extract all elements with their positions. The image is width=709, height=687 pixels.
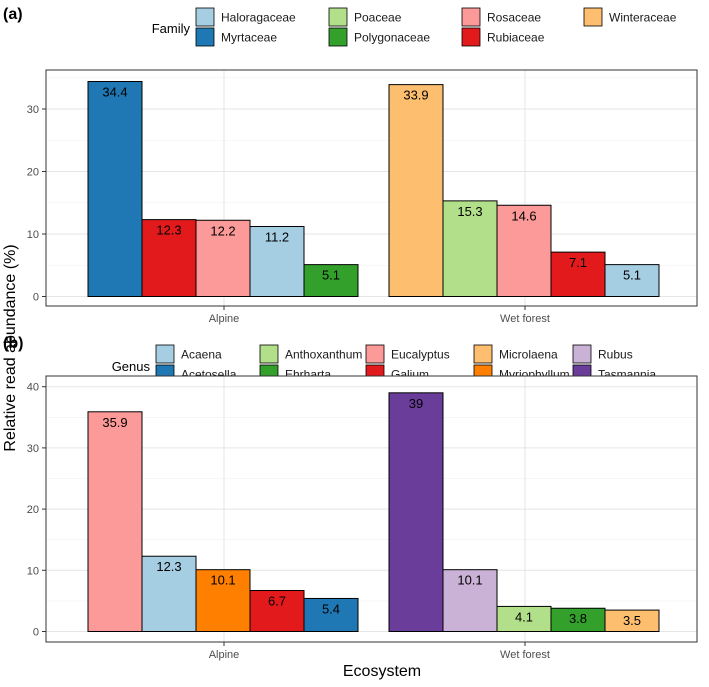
bar-value-label: 5.1 [623, 268, 641, 283]
legend-key [155, 344, 175, 364]
legend-label: Polygonaceae [354, 31, 430, 45]
bar-value-label: 12.3 [156, 223, 181, 238]
legend-key [572, 344, 592, 364]
x-axis-title: Ecosystem [343, 663, 421, 680]
y-tick-label: 30 [27, 104, 39, 116]
bar [388, 84, 444, 297]
legend-key [473, 344, 493, 364]
y-tick-label: 20 [27, 167, 39, 179]
bar-value-label: 34.4 [102, 85, 127, 100]
legend-key [259, 344, 279, 364]
legend-label: Microlaena [499, 348, 558, 362]
y-tick-label: 40 [27, 382, 39, 394]
bar [249, 226, 305, 297]
bar-value-label: 12.2 [210, 223, 235, 238]
bar [249, 589, 305, 632]
bar [141, 219, 197, 297]
bar-value-label: 14.6 [511, 208, 536, 223]
chart-panel-0: (a) Family Haloragaceae Myrtaceae Poaceae Pol… [3, 6, 698, 325]
bar-value-label: 11.2 [265, 230, 289, 245]
legend-label: Poaceae [354, 11, 402, 25]
y-axis-title: Relative read abundance (%) [2, 244, 19, 451]
legend-key [461, 7, 481, 27]
x-category-label: Alpine [209, 649, 240, 661]
plot-border [45, 375, 698, 643]
y-tick-label: 10 [27, 565, 39, 577]
legend-title: Family [152, 21, 191, 36]
bar [388, 392, 444, 632]
bar-value-label: 12.3 [156, 559, 181, 574]
bar-value-label: 5.1 [322, 268, 340, 283]
legend-key [195, 27, 215, 47]
bar [496, 204, 552, 297]
bar-value-label: 3.8 [569, 611, 587, 626]
bar-value-label: 10.1 [210, 573, 235, 588]
bar [442, 569, 498, 632]
legend-label: Rubus [598, 348, 633, 362]
legend-key [365, 344, 385, 364]
bar [303, 597, 359, 633]
legend-key [461, 27, 481, 47]
bar [87, 81, 143, 297]
y-tick-label: 0 [33, 292, 39, 304]
y-tick-label: 0 [33, 627, 39, 639]
legend-label: Rosaceae [487, 11, 541, 25]
bar-value-label: 6.7 [268, 593, 286, 608]
legend-title: Genus [112, 359, 151, 374]
bar [550, 251, 606, 297]
legend-label: Winteraceae [609, 11, 677, 25]
bar [604, 609, 660, 633]
legend-label: Haloragaceae [221, 11, 296, 25]
bar-value-label: 3.5 [623, 613, 641, 628]
bar [496, 605, 552, 633]
bar-value-label: 35.9 [102, 415, 127, 430]
bar-value-label: 10.1 [457, 573, 482, 588]
bar [195, 219, 251, 297]
legend-label: Acaena [181, 348, 222, 362]
bar [87, 411, 143, 632]
bar [442, 200, 498, 297]
bar-value-label: 5.4 [322, 601, 340, 616]
legend-label: Eucalyptus [391, 348, 450, 362]
bar-value-label: 15.3 [457, 204, 482, 219]
x-category-label: Wet forest [500, 649, 550, 661]
legend-key [328, 27, 348, 47]
x-category-label: Wet forest [500, 313, 550, 325]
legend-key [583, 7, 603, 27]
legend-label: Rubiaceae [487, 31, 545, 45]
legend-label: Myrtaceae [221, 31, 277, 45]
y-tick-label: 30 [27, 443, 39, 455]
legend-label: Anthoxanthum [285, 348, 362, 362]
plot-border [45, 69, 698, 307]
bar-value-label: 7.1 [569, 255, 587, 270]
panel-letter: (b) [3, 335, 23, 352]
panel-letter: (a) [3, 6, 23, 23]
bar-value-label: 33.9 [403, 88, 428, 103]
legend-key [195, 7, 215, 27]
bar [195, 569, 251, 632]
legend-key [328, 7, 348, 27]
y-tick-label: 10 [27, 229, 39, 241]
bar-value-label: 4.1 [515, 609, 533, 624]
bar [141, 555, 197, 632]
chart-panel-1: (b)GenusAcaenaAcetosellaAnthoxanthumEhrh… [3, 335, 698, 661]
bar [303, 264, 359, 297]
x-category-label: Alpine [209, 313, 240, 325]
bar [604, 264, 660, 297]
bar-value-label: 39 [409, 396, 423, 411]
y-tick-label: 20 [27, 504, 39, 516]
